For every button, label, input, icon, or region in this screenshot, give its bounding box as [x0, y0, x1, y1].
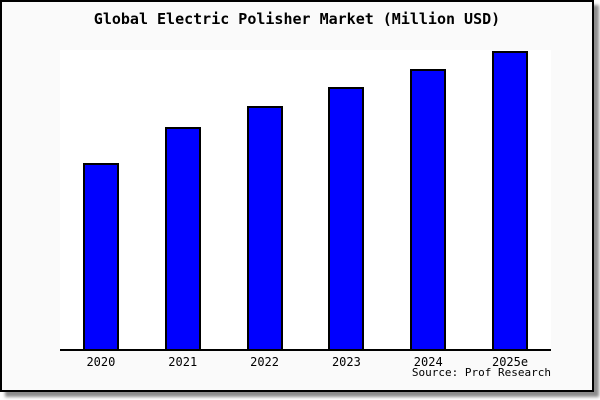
chart-frame: Global Electric Polisher Market (Million…	[0, 0, 594, 392]
bar-slot-2025e	[469, 50, 551, 349]
bar-2023	[328, 86, 365, 349]
bar-2022	[246, 105, 283, 349]
x-tick-2024: 2024	[413, 355, 443, 369]
bar-2025e	[492, 50, 529, 349]
x-tick-2021: 2021	[168, 355, 198, 369]
x-tick-2022: 2022	[250, 355, 280, 369]
source-credit: Source: Prof Research	[411, 366, 551, 379]
x-tick-2023: 2023	[331, 355, 361, 369]
bar-slot-2021	[142, 50, 224, 349]
x-axis-ticks: 2020 2021 2022 2023 2024 2025e	[60, 355, 551, 369]
bar-slot-2023	[305, 50, 387, 349]
bar-2020	[82, 163, 119, 349]
chart-title: Global Electric Polisher Market (Million…	[93, 10, 501, 28]
x-tick-2020: 2020	[86, 355, 116, 369]
plot-area	[60, 50, 551, 351]
bar-slot-2022	[224, 50, 306, 349]
bar-2021	[164, 126, 201, 349]
x-tick-2025e: 2025e	[491, 355, 529, 369]
bar-slot-2020	[60, 50, 142, 349]
bar-slot-2024	[387, 50, 469, 349]
bar-2024	[410, 68, 447, 349]
